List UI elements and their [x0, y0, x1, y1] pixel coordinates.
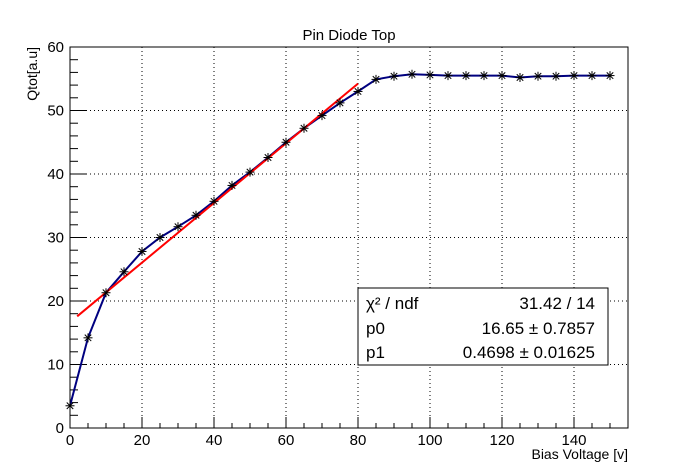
data-point — [119, 267, 129, 277]
x-tick-label: 60 — [278, 432, 295, 449]
stats-label-chi2: χ² / ndf — [366, 294, 419, 313]
stats-label-p1: p1 — [366, 343, 385, 362]
data-point — [227, 180, 237, 190]
fit-line — [76, 82, 359, 318]
y-tick-label: 50 — [47, 103, 64, 120]
axis-ticks — [69, 46, 629, 429]
x-tick-label: 140 — [561, 432, 586, 449]
data-point — [173, 222, 183, 232]
data-point — [551, 71, 561, 81]
data-point — [137, 246, 147, 256]
data-point — [101, 288, 111, 298]
chart-title: Pin Diode Top — [302, 27, 395, 44]
data-point — [281, 137, 291, 147]
data-point — [263, 152, 273, 162]
x-tick-label: 120 — [489, 432, 514, 449]
series-group — [65, 69, 615, 411]
data-point — [353, 86, 363, 96]
x-tick-label: 80 — [350, 432, 367, 449]
data-point — [497, 71, 507, 81]
stats-box: χ² / ndf 31.42 / 14 p0 16.65 ± 0.7857 p1… — [357, 287, 609, 366]
y-tick-label: 30 — [47, 230, 64, 247]
stats-box-frame — [357, 287, 609, 366]
data-point — [299, 123, 309, 133]
data-point — [155, 233, 165, 242]
x-tick-label: 20 — [134, 432, 151, 449]
data-point — [515, 72, 525, 82]
y-tick-label: 0 — [56, 420, 64, 437]
stats-label-p0: p0 — [366, 319, 385, 338]
data-point — [191, 210, 201, 220]
x-tick-label: 0 — [66, 432, 74, 449]
tick-labels: 0 20 40 60 80 100 120 140 0 10 20 30 40 50 60 — [47, 39, 586, 449]
data-point — [605, 71, 615, 81]
data-point — [587, 71, 597, 81]
x-tick-label: 100 — [417, 432, 442, 449]
x-axis-label: Bias Voltage [v] — [531, 446, 628, 462]
y-tick-label: 10 — [47, 357, 64, 374]
data-point — [533, 71, 543, 81]
stats-value-p0: 16.65 ± 0.7857 — [482, 319, 595, 338]
data-point — [461, 71, 471, 81]
stats-value-chi2: 31.42 / 14 — [519, 294, 595, 313]
x-tick-label: 40 — [206, 432, 223, 449]
y-tick-label: 40 — [47, 166, 64, 183]
stats-value-p1: 0.4698 ± 0.01625 — [463, 343, 595, 362]
y-tick-label: 20 — [47, 293, 64, 310]
data-point — [371, 74, 381, 84]
plot-frame — [69, 46, 629, 429]
data-point — [83, 333, 93, 343]
data-point — [569, 71, 579, 81]
y-tick-label: 60 — [47, 39, 64, 56]
data-point — [389, 71, 399, 81]
data-point — [317, 111, 327, 121]
data-point — [479, 71, 489, 81]
data-point — [209, 196, 219, 206]
data-point — [245, 167, 255, 177]
grid — [70, 47, 628, 428]
data-point — [407, 69, 417, 79]
data-point — [425, 70, 435, 80]
y-axis-label: Qtot[a.u] — [24, 47, 40, 101]
data-point — [443, 71, 453, 81]
data-point — [65, 401, 75, 411]
data-point — [335, 98, 345, 108]
